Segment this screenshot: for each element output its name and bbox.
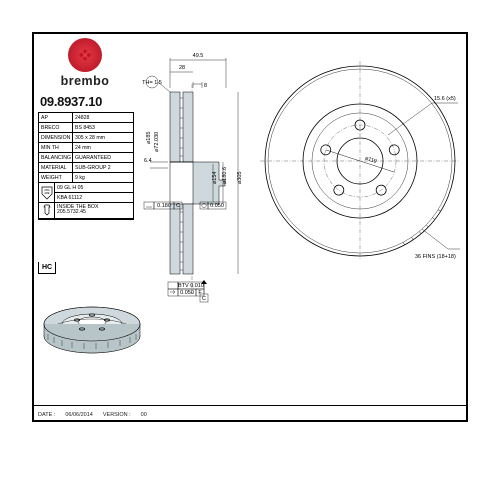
drawing-sheet: brembo 09.8937.10 AP24828 BRECOBS 8453 D… bbox=[32, 32, 468, 422]
cert-line: KBA 61112 bbox=[55, 193, 133, 202]
datum-c: C bbox=[176, 203, 180, 209]
dim-thickness: 28 bbox=[179, 65, 185, 71]
bolt-icon bbox=[39, 203, 55, 218]
dim-pcd-aux: ⌀72.030 bbox=[154, 132, 160, 152]
spec-key: AP bbox=[39, 113, 73, 122]
spec-table: AP24828 BRECOBS 8453 DIMENSION305 x 28 m… bbox=[38, 112, 134, 220]
spec-val: 305 x 28 mm bbox=[73, 133, 133, 142]
box-contents-row: INSIDE THE BOX 205.5732.45 bbox=[39, 203, 133, 219]
brembo-logo-icon bbox=[68, 38, 102, 72]
front-view: ⌀119 15.6 (x5) 36 FINS (18+18) bbox=[258, 56, 463, 266]
dim-fins: 36 FINS (18+18) bbox=[415, 254, 456, 260]
spec-val: BS 8453 bbox=[73, 123, 133, 132]
footer: DATE : 06/06/2014 VERSION : 00 bbox=[38, 412, 147, 418]
spec-row: DIMENSION305 x 28 mm bbox=[39, 133, 133, 143]
gdt-runout: 0.050 bbox=[180, 290, 194, 296]
spec-key: BRECO bbox=[39, 123, 73, 132]
spec-val: 24 mm bbox=[73, 143, 133, 152]
section-view: 49.5 28 TH= 1.5 8 6.4 ⌀185 ⌀72.030 ⌀154 … bbox=[138, 44, 246, 322]
dim-hub-h: 6.4 bbox=[144, 158, 152, 164]
svg-text:C: C bbox=[202, 296, 206, 302]
dim-bolt-spec: 15.6 (x5) bbox=[434, 96, 456, 102]
spec-key: WEIGHT bbox=[39, 173, 73, 182]
hc-mark: HC bbox=[38, 262, 56, 274]
spec-key: MIN TH bbox=[39, 143, 73, 152]
cert-line: 09 GL H 05 bbox=[55, 183, 133, 193]
brand-block: brembo bbox=[40, 38, 130, 88]
dim-face-offset: 8 bbox=[204, 83, 207, 89]
footer-rule bbox=[34, 405, 466, 406]
gdt-circ: 0.050 bbox=[210, 203, 224, 209]
svg-text:ABE: ABE bbox=[44, 191, 49, 195]
box-code: 205.5732.45 bbox=[57, 210, 131, 216]
gdt-btv: BTV 0.010 bbox=[178, 283, 204, 289]
spec-row: MATERIALSUB-GROUP 2 bbox=[39, 163, 133, 173]
gdt-flatness: 0.180 bbox=[157, 203, 171, 209]
footer-version-label: VERSION : bbox=[103, 412, 131, 418]
footer-date: 06/06/2014 bbox=[65, 412, 93, 418]
spec-row: BALANCINGGUARANTEED bbox=[39, 153, 133, 163]
spec-row: BRECOBS 8453 bbox=[39, 123, 133, 133]
footer-date-label: DATE : bbox=[38, 412, 55, 418]
footer-version: 00 bbox=[141, 412, 147, 418]
spec-row: MIN TH24 mm bbox=[39, 143, 133, 153]
spec-key: DIMENSION bbox=[39, 133, 73, 142]
dim-pcd: ⌀119 bbox=[364, 156, 377, 165]
kba-shield-icon: KBAABE bbox=[39, 183, 55, 202]
cert-row: KBAABE 09 GL H 05 KBA 61112 bbox=[39, 183, 133, 203]
spec-row: WEIGHT9 kg bbox=[39, 173, 133, 183]
part-number: 09.8937.10 bbox=[40, 94, 102, 109]
spec-key: MATERIAL bbox=[39, 163, 73, 172]
spec-row: AP24828 bbox=[39, 113, 133, 123]
spec-val: 24828 bbox=[73, 113, 133, 122]
spec-key: BALANCING bbox=[39, 153, 73, 162]
dim-top-offset: 49.5 bbox=[193, 53, 204, 59]
spec-val: GUARANTEED bbox=[73, 153, 133, 162]
spec-val: SUB-GROUP 2 bbox=[73, 163, 133, 172]
spec-val: 9 kg bbox=[73, 173, 133, 182]
brand-name: brembo bbox=[40, 74, 130, 88]
dim-disc-face-dia: ⌀185 bbox=[146, 132, 152, 145]
perspective-view bbox=[36, 292, 154, 370]
